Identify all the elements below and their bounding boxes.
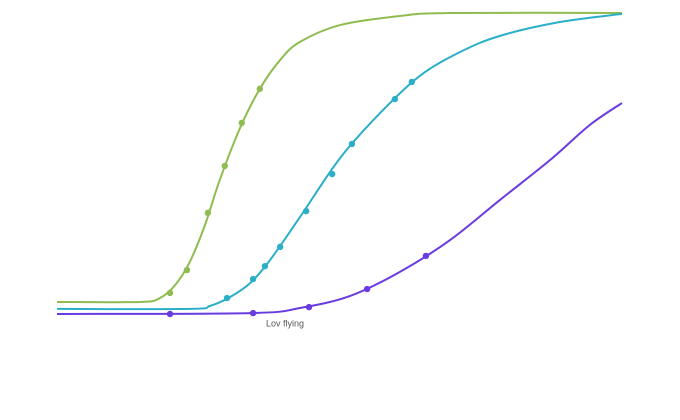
point [204,209,212,217]
point [261,262,269,270]
point [422,252,430,260]
point [328,170,336,178]
annotation: Lov flying [266,318,304,328]
point [166,289,174,297]
point [302,207,310,215]
point [238,119,245,127]
point [348,140,356,148]
point [166,310,174,318]
point [363,285,371,293]
point [256,85,264,93]
series-line [56,102,623,315]
point [408,78,416,86]
series-line [56,12,623,311]
point [249,275,257,283]
point [391,95,399,103]
point [221,162,229,170]
point [249,309,257,317]
point [305,303,313,311]
point [223,294,231,302]
point [183,266,191,274]
point [276,243,284,251]
